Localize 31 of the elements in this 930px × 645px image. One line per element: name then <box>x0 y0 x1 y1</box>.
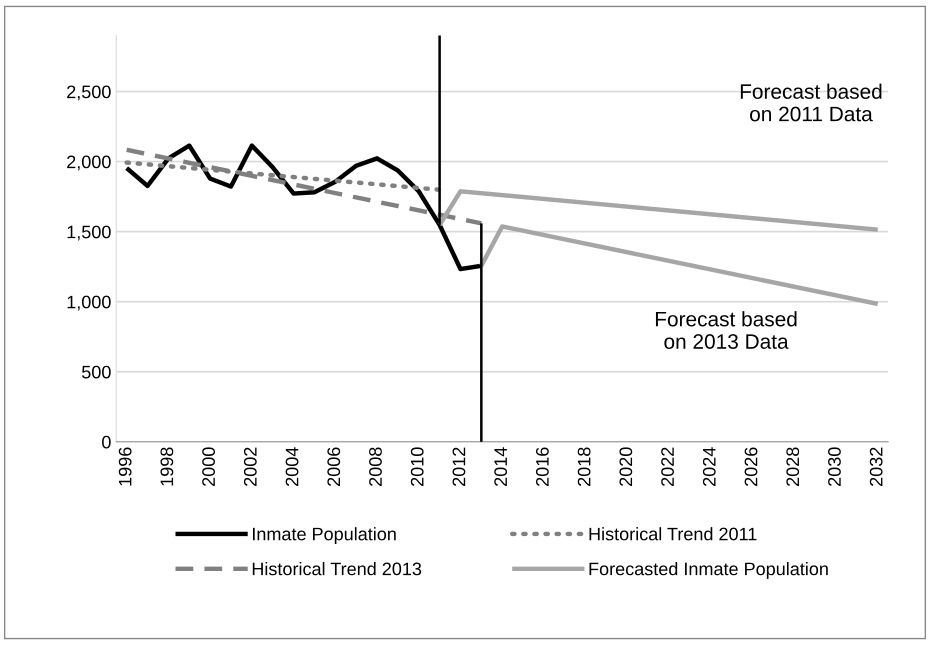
x-tick-label: 2000 <box>202 447 215 486</box>
x-tick-label: 2020 <box>619 447 632 486</box>
y-tick-label: 0 <box>102 436 111 449</box>
y-tick-label: 1,500 <box>68 226 111 240</box>
x-tick-label: 2004 <box>286 447 298 486</box>
x-tick-label: 2018 <box>578 447 590 486</box>
y-tick-label: 500 <box>82 366 111 378</box>
annotation: Forecast based on 2011 Data <box>740 84 882 122</box>
annotation: Forecast based on 2013 Data <box>656 311 797 349</box>
legend-label: Inmate Population <box>252 527 396 544</box>
x-tick-label: 2008 <box>369 447 382 486</box>
y-tick-label: 2,000 <box>67 156 111 170</box>
x-tick-label: 2030 <box>828 447 841 486</box>
x-tick-label: 2012 <box>452 448 466 486</box>
x-tick-label: 2006 <box>327 447 340 486</box>
y-tick-label: 2,500 <box>67 85 111 100</box>
x-tick-label: 1998 <box>160 447 174 486</box>
legend-label: Historical Trend 2011 <box>590 527 756 540</box>
x-tick-label: 2010 <box>410 447 424 486</box>
x-tick-label: 2026 <box>744 447 758 486</box>
x-tick-label: 2014 <box>494 447 508 486</box>
x-tick-label: 2016 <box>536 447 549 486</box>
x-tick-label: 2032 <box>870 448 883 486</box>
x-tick-label: 2002 <box>244 448 257 486</box>
y-tick-label: 1,000 <box>68 296 111 311</box>
legend-label: Forecasted Inmate Population <box>590 562 828 579</box>
x-tick-label: 2028 <box>786 447 800 486</box>
legend-label: Historical Trend 2013 <box>252 562 422 576</box>
x-tick-label: 1996 <box>118 447 132 486</box>
x-tick-label: 2024 <box>702 447 716 486</box>
x-tick-label: 2022 <box>661 448 674 486</box>
